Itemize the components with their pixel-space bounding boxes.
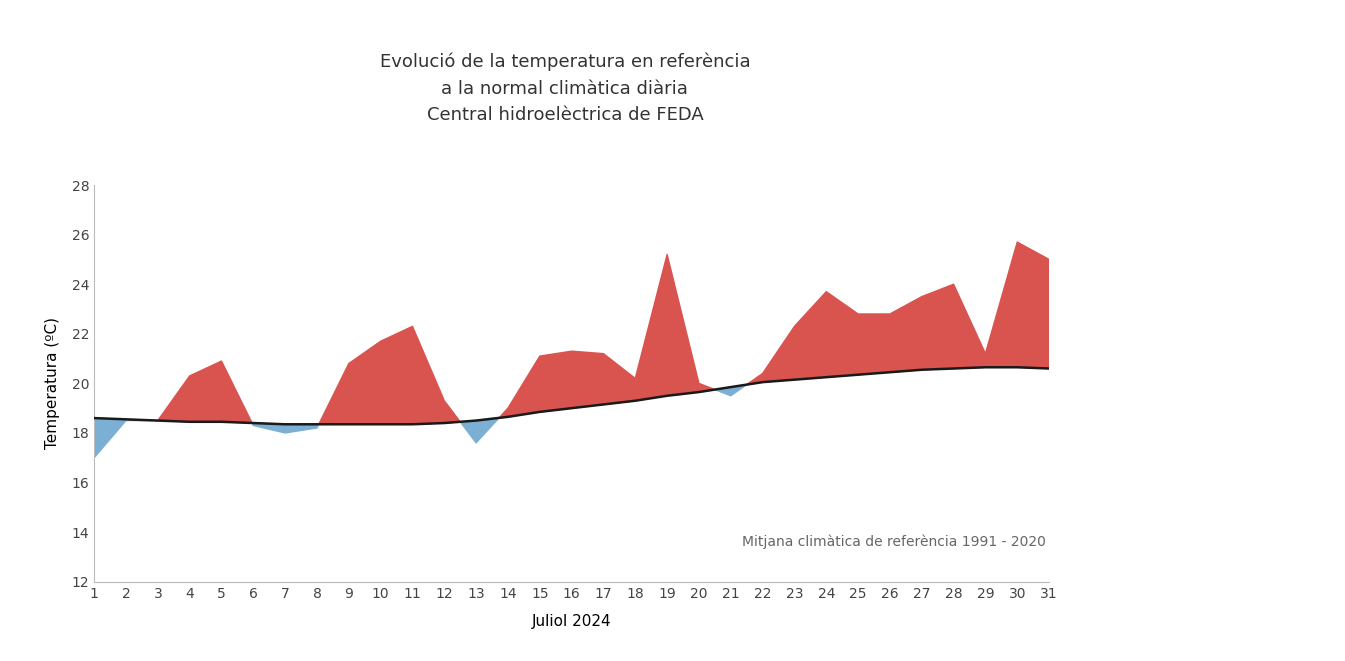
Text: Mitjana climàtica de referència 1991 - 2020: Mitjana climàtica de referència 1991 - 2… — [742, 535, 1046, 549]
X-axis label: Juliol 2024: Juliol 2024 — [531, 615, 612, 629]
Text: Evolució de la temperatura en referència
a la normal climàtica diària
Central hi: Evolució de la temperatura en referència… — [379, 53, 751, 124]
Y-axis label: Temperatura (ºC): Temperatura (ºC) — [46, 317, 61, 449]
